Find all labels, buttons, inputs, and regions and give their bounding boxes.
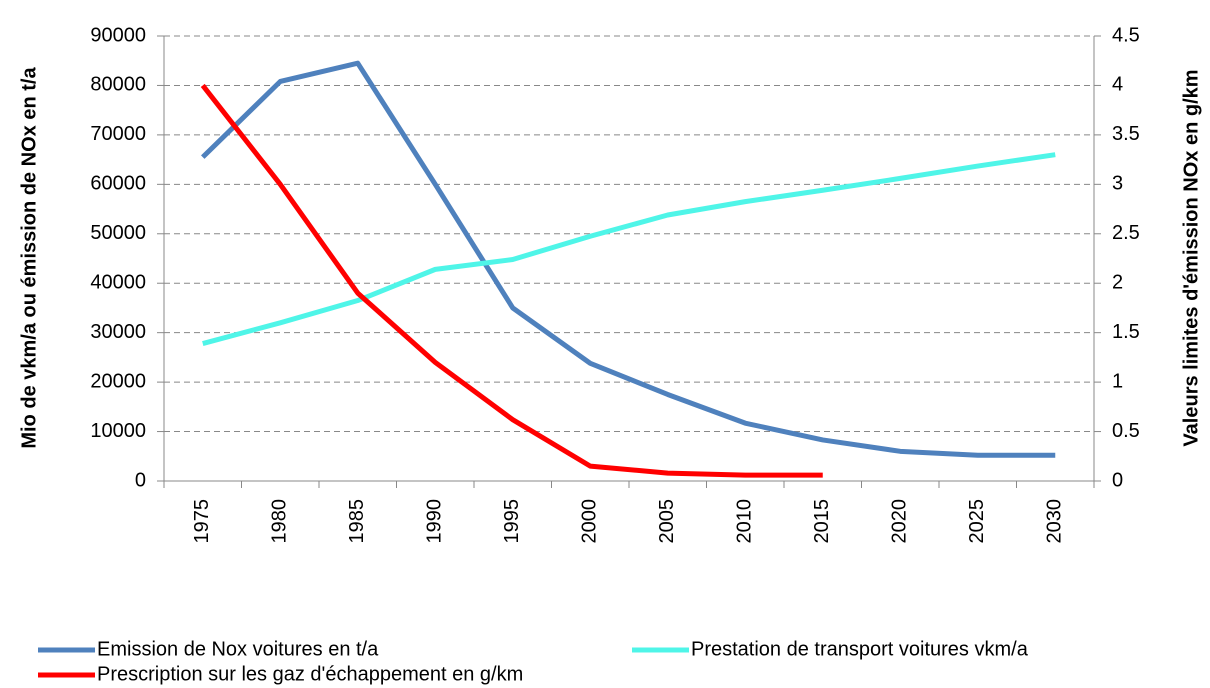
y2-tick-label: 1 <box>1112 370 1123 392</box>
x-tick-label: 2015 <box>811 499 833 544</box>
y-tick-label: 60000 <box>90 173 146 195</box>
series-line <box>202 152 1056 346</box>
x-tick-label: 2000 <box>579 499 601 544</box>
x-tick-label: 2010 <box>734 499 756 544</box>
y-tick-label: 90000 <box>90 24 146 46</box>
x-tick-label: 1995 <box>501 499 523 544</box>
series-line <box>201 60 1056 458</box>
y2-axis-title: Valeurs limites d'émission NOx en g/km <box>1180 69 1202 446</box>
legend-label: Prescription sur les gaz d'échappement e… <box>97 663 523 685</box>
y2-tick-label: 4 <box>1112 74 1123 96</box>
y2-tick-label: 2 <box>1112 272 1123 294</box>
y-tick-label: 50000 <box>90 222 146 244</box>
legend-label: Prestation de transport voitures vkm/a <box>691 638 1029 660</box>
y-tick-label: 80000 <box>90 74 146 96</box>
y-tick-label: 10000 <box>90 420 146 442</box>
y-tick-label: 70000 <box>90 123 146 145</box>
x-tick-label: 2005 <box>656 499 678 544</box>
y2-tick-label: 4.5 <box>1112 24 1140 46</box>
y-tick-label: 30000 <box>90 321 146 343</box>
x-tick-label: 2030 <box>1044 499 1066 544</box>
legend-label: Emission de Nox voitures en t/a <box>97 638 379 660</box>
x-tick-label: 1975 <box>191 499 213 544</box>
y-tick-label: 20000 <box>90 370 146 392</box>
x-tick-label: 1990 <box>424 499 446 544</box>
x-tick-label: 2020 <box>889 499 911 544</box>
y2-tick-label: 1.5 <box>1112 321 1140 343</box>
y2-tick-label: 0 <box>1112 469 1123 491</box>
y2-tick-label: 0.5 <box>1112 420 1140 442</box>
series-line <box>200 83 823 478</box>
y-tick-label: 0 <box>135 469 146 491</box>
y2-tick-label: 3 <box>1112 173 1123 195</box>
y-axis-title: Mio de vkm/a ou émission de NOx en t/a <box>18 67 40 449</box>
y2-tick-label: 2.5 <box>1112 222 1140 244</box>
x-tick-label: 2025 <box>966 499 988 544</box>
y2-tick-label: 3.5 <box>1112 123 1140 145</box>
x-tick-label: 1985 <box>346 499 368 544</box>
x-tick-label: 1980 <box>269 499 291 544</box>
y-tick-label: 40000 <box>90 272 146 294</box>
